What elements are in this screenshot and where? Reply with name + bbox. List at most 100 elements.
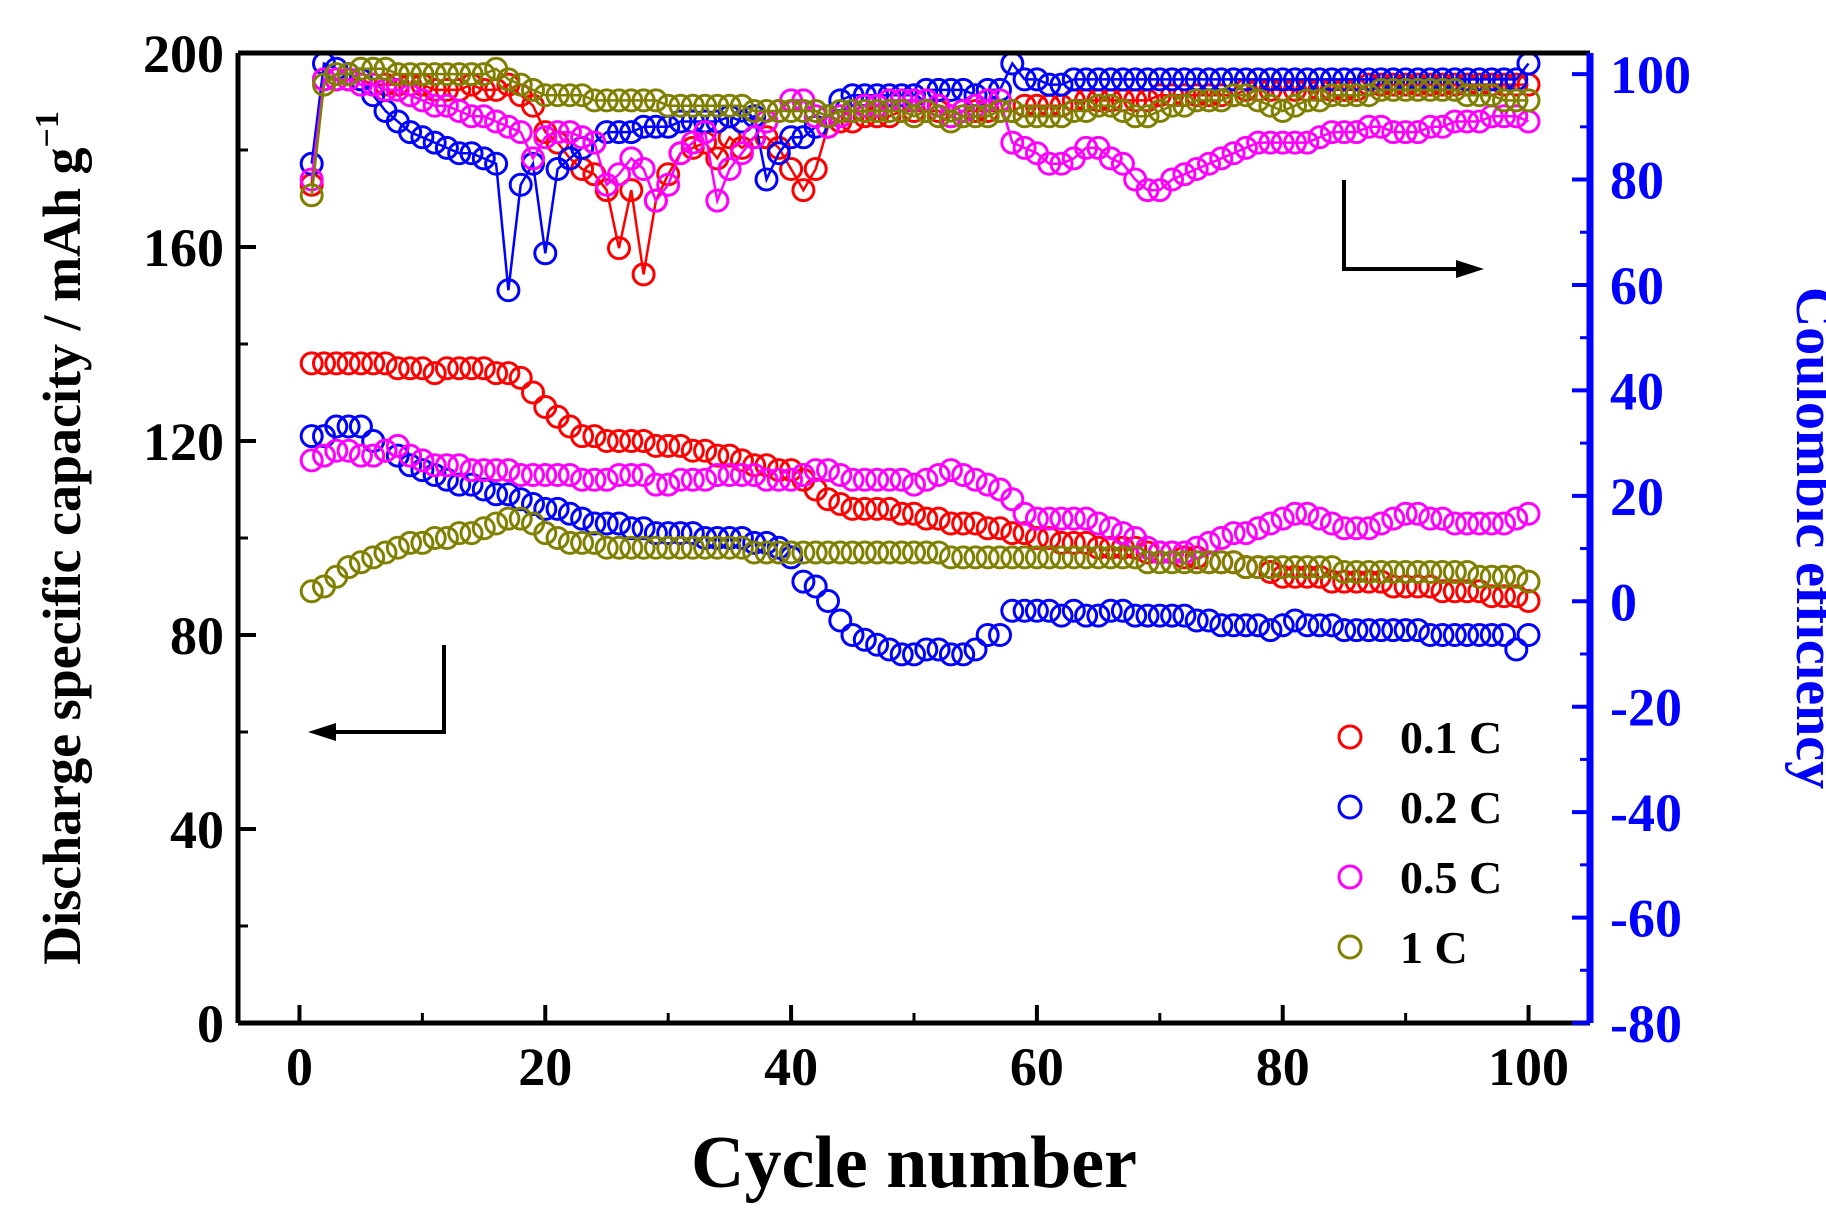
data-point bbox=[521, 380, 545, 405]
data-point bbox=[447, 356, 472, 381]
data-point bbox=[680, 521, 705, 546]
x-tick-label: 80 bbox=[1256, 1037, 1310, 1097]
data-point bbox=[963, 104, 988, 129]
data-point bbox=[975, 472, 1000, 497]
data-point bbox=[1037, 526, 1062, 550]
data-point bbox=[791, 463, 816, 487]
data-point bbox=[1307, 506, 1332, 531]
data-point bbox=[791, 178, 816, 203]
data-point bbox=[1369, 114, 1394, 139]
data-point bbox=[1061, 530, 1086, 555]
data-point bbox=[1393, 501, 1418, 526]
right-tick-label: 40 bbox=[1610, 361, 1664, 421]
data-point bbox=[754, 167, 779, 192]
data-point bbox=[434, 93, 459, 118]
data-point bbox=[766, 467, 791, 492]
legend-marker bbox=[1337, 934, 1363, 960]
data-point bbox=[643, 472, 668, 497]
data-point bbox=[926, 463, 951, 487]
data-point bbox=[496, 278, 521, 303]
right-tick-label: 60 bbox=[1610, 256, 1664, 316]
data-point bbox=[766, 540, 791, 565]
data-point bbox=[336, 414, 361, 439]
data-point bbox=[422, 361, 447, 386]
data-point bbox=[1492, 511, 1516, 536]
data-point bbox=[803, 458, 828, 483]
data-point bbox=[717, 93, 742, 118]
data-point bbox=[1012, 598, 1037, 623]
data-point bbox=[324, 438, 349, 463]
data-point bbox=[1283, 130, 1307, 155]
data-point bbox=[1221, 613, 1246, 638]
data-point bbox=[680, 93, 705, 118]
data-point bbox=[1024, 545, 1049, 570]
data-point bbox=[471, 356, 496, 381]
data-point bbox=[951, 511, 976, 536]
data-point bbox=[1430, 560, 1455, 584]
data-point bbox=[607, 535, 631, 560]
data-point bbox=[877, 637, 902, 662]
data-point bbox=[422, 130, 447, 155]
data-point bbox=[570, 424, 595, 449]
data-point bbox=[828, 540, 853, 565]
data-point bbox=[471, 104, 496, 129]
left-tick-label: 80 bbox=[170, 606, 224, 666]
data-point bbox=[398, 530, 423, 555]
series-0-2-c bbox=[299, 414, 1541, 667]
data-point bbox=[914, 540, 939, 565]
data-point bbox=[766, 141, 791, 166]
data-point bbox=[545, 496, 570, 521]
data-point bbox=[1430, 579, 1455, 604]
left-axis-arrow bbox=[308, 645, 446, 741]
data-point bbox=[717, 157, 742, 181]
data-point bbox=[656, 535, 681, 560]
data-point bbox=[791, 569, 816, 594]
data-point bbox=[975, 104, 1000, 129]
data-point bbox=[1369, 511, 1394, 536]
data-point bbox=[1418, 506, 1443, 531]
data-point bbox=[459, 356, 484, 381]
legend-item: 0.2 C bbox=[1337, 782, 1502, 833]
data-point bbox=[1332, 516, 1357, 541]
data-point bbox=[754, 99, 779, 123]
data-point bbox=[1000, 545, 1025, 570]
data-point bbox=[1197, 151, 1221, 176]
data-point bbox=[508, 172, 533, 197]
data-point bbox=[1381, 120, 1406, 145]
data-point bbox=[1270, 130, 1295, 155]
data-point bbox=[533, 463, 558, 487]
data-point bbox=[545, 526, 570, 550]
data-point bbox=[828, 492, 853, 516]
data-point bbox=[1258, 511, 1283, 536]
data-point bbox=[1135, 550, 1160, 575]
data-point bbox=[385, 356, 410, 381]
data-point bbox=[1123, 603, 1148, 628]
data-point bbox=[668, 467, 693, 492]
data-point bbox=[1123, 104, 1148, 129]
data-point bbox=[557, 120, 582, 145]
data-point bbox=[471, 516, 496, 541]
data-point bbox=[508, 487, 533, 512]
data-point bbox=[410, 458, 435, 483]
data-point bbox=[545, 463, 570, 487]
data-point bbox=[508, 506, 533, 531]
data-point bbox=[1479, 564, 1504, 589]
data-point bbox=[1295, 613, 1320, 638]
data-point bbox=[557, 501, 582, 526]
data-point bbox=[607, 162, 631, 187]
data-point bbox=[1418, 574, 1443, 599]
data-point bbox=[1479, 511, 1504, 536]
data-point bbox=[1504, 584, 1529, 609]
data-point bbox=[1246, 555, 1271, 580]
data-point bbox=[1037, 545, 1062, 570]
data-point bbox=[717, 443, 742, 468]
data-point bbox=[1479, 584, 1504, 609]
data-point bbox=[1418, 560, 1443, 584]
data-point bbox=[1160, 93, 1185, 118]
data-point bbox=[975, 623, 1000, 647]
data-point bbox=[705, 463, 730, 487]
data-point bbox=[779, 540, 804, 565]
data-point bbox=[1184, 157, 1209, 181]
data-point bbox=[902, 540, 926, 565]
data-point bbox=[607, 429, 631, 453]
